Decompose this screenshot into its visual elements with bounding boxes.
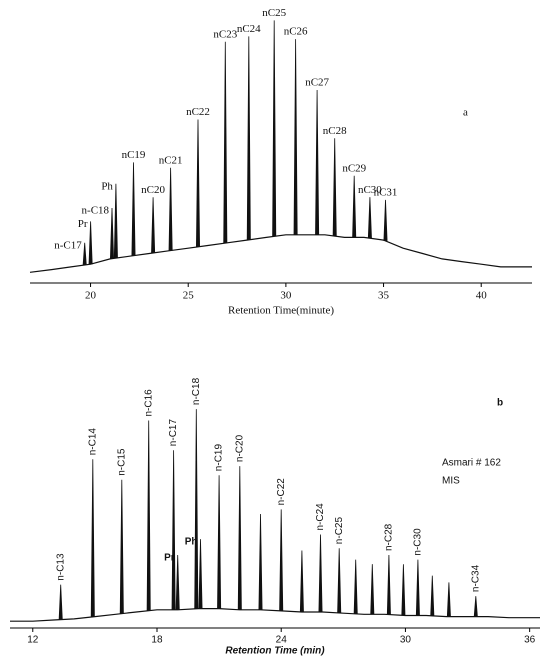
x-axis-label: Retention Time (min) <box>225 646 325 657</box>
peak <box>237 466 242 610</box>
peak <box>151 197 156 254</box>
peak <box>113 183 118 259</box>
peak <box>446 582 451 617</box>
peak <box>196 119 200 247</box>
peak-label: nC24 <box>237 23 261 35</box>
peak <box>194 409 199 609</box>
peak <box>332 138 337 237</box>
panel-label: b <box>497 398 503 409</box>
annotation: MIS <box>442 476 460 487</box>
peak-label: nC26 <box>284 26 308 38</box>
peak <box>415 559 420 616</box>
peak-label: n-C28 <box>384 523 395 551</box>
peak <box>370 564 375 615</box>
peak <box>353 559 358 614</box>
baseline-trace <box>10 608 540 622</box>
peak-label: n-C17 <box>54 239 82 251</box>
peak-label: n-C24 <box>315 503 326 531</box>
peak-label: nC23 <box>213 28 237 40</box>
x-tick-label: 18 <box>151 635 163 646</box>
peak-label: n-C15 <box>116 448 127 476</box>
peak <box>401 564 406 616</box>
peak-label: n-C30 <box>413 528 424 556</box>
x-tick-label: 12 <box>27 635 39 646</box>
peak <box>279 509 284 611</box>
x-tick-label: 35 <box>378 290 390 302</box>
peak <box>119 479 124 614</box>
x-tick-label: 30 <box>280 290 292 302</box>
peak <box>171 450 176 610</box>
peak-label: Pr <box>78 218 88 230</box>
annotation: Asmari # 162 <box>442 458 501 469</box>
peak-label: nC31 <box>374 186 398 198</box>
peak <box>110 207 114 259</box>
peak <box>299 550 304 613</box>
peak-label: nC20 <box>141 184 165 196</box>
peak-label: n-C34 <box>470 564 481 592</box>
peak <box>175 554 180 610</box>
peak <box>198 539 203 609</box>
baseline-trace <box>29 234 532 273</box>
peak <box>473 596 478 617</box>
x-tick-label: 40 <box>476 290 488 302</box>
peak <box>430 575 435 616</box>
peak-label: nC30 <box>358 184 382 196</box>
x-tick-label: 36 <box>524 635 536 646</box>
peak <box>223 41 228 244</box>
peak <box>88 221 93 265</box>
peak <box>217 475 222 609</box>
peak-label: Ph <box>185 537 198 548</box>
peak-label: nC21 <box>159 154 183 166</box>
peak <box>246 36 251 240</box>
peak-label: n-C18 <box>191 377 202 405</box>
peak-label: n-C19 <box>214 444 225 472</box>
peak <box>337 548 342 614</box>
peak-label: Pr <box>164 553 175 564</box>
peak-label: Ph <box>101 180 113 192</box>
peak <box>131 162 136 256</box>
peak-label: nC25 <box>262 7 286 19</box>
x-tick-label: 24 <box>276 635 288 646</box>
peak-label: nC28 <box>323 125 347 137</box>
peak-label: n-C25 <box>334 517 345 545</box>
peak <box>386 554 391 615</box>
peak <box>315 89 320 235</box>
peak-label: n-C20 <box>234 434 245 462</box>
panel-a: 20 25 30 35 40 Retention Time(minute) a n-C17 Pr… <box>29 7 532 317</box>
peak-label: n-C17 <box>168 419 179 447</box>
peak <box>367 197 372 239</box>
peak <box>383 199 388 241</box>
panel-label: a <box>463 107 468 119</box>
peak-label: n-C22 <box>276 478 287 506</box>
peak <box>258 513 263 610</box>
x-axis-label: Retention Time(minute) <box>228 305 334 317</box>
peak <box>272 20 277 237</box>
peak-label: nC29 <box>342 162 366 174</box>
peak-label: nC19 <box>122 149 146 161</box>
x-tick-label: 20 <box>85 290 97 302</box>
peak <box>82 242 87 266</box>
peak-label: n-C14 <box>87 428 98 456</box>
peak-label: nC27 <box>305 77 329 89</box>
peak <box>168 167 173 251</box>
peak-label: n-C13 <box>55 553 66 581</box>
peak <box>318 534 323 613</box>
peak <box>293 39 298 235</box>
panel-b: 12 18 24 30 36 Retention Time (min) b Asmari # … <box>10 377 540 657</box>
peak <box>146 420 151 611</box>
peak-label: n-C16 <box>143 389 154 417</box>
peak-label: n-C18 <box>82 204 110 216</box>
x-tick-label: 30 <box>400 635 412 646</box>
x-tick-label: 25 <box>183 290 195 302</box>
peak <box>352 175 357 238</box>
peak-label: nC22 <box>186 106 210 118</box>
peak <box>90 459 95 617</box>
peak <box>58 584 63 620</box>
